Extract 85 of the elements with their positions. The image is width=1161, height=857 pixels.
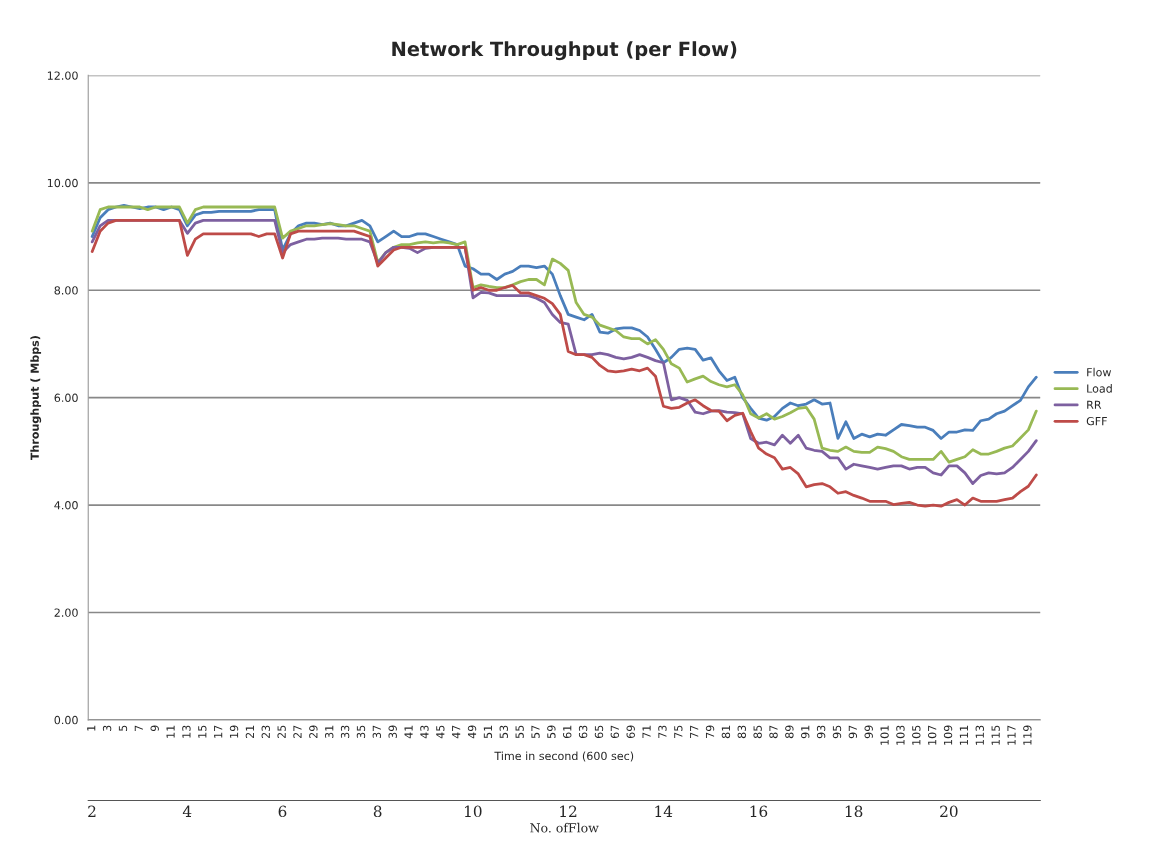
y-tick-label: 6.00: [54, 393, 78, 403]
x-tick-label: 69: [626, 725, 635, 739]
x-tick-label: 43: [420, 725, 429, 739]
x-tick-label: 41: [404, 725, 413, 739]
x-tick-label: 39: [388, 725, 397, 739]
x-tick-label: 35: [356, 725, 366, 739]
x-tick-label: 93: [816, 725, 826, 739]
x-tick-label: 3: [102, 725, 112, 731]
x-tick-label: 71: [642, 725, 651, 738]
x-tick-label: 85: [753, 725, 762, 739]
x-tick-label: 67: [610, 725, 620, 739]
x-tick-label: 51: [483, 725, 493, 739]
x-tick-label: 49: [467, 725, 477, 739]
x-tick-label: 83: [737, 725, 746, 739]
y-tick-label: 10.00: [47, 178, 78, 188]
x-tick-label: 33: [340, 725, 350, 739]
x-tick-label: 5: [118, 725, 128, 731]
x-tick-label: 87: [769, 725, 778, 739]
x-tick-label: 73: [658, 725, 667, 738]
x2-tick-label: 2: [88, 805, 96, 817]
x-tick-label: 11: [166, 725, 175, 738]
x-tick-label: 103: [896, 725, 905, 745]
x-tick-label: 119: [1023, 725, 1032, 745]
x-tick-label: 53: [499, 725, 508, 739]
x-tick-label: 9: [150, 725, 159, 732]
x-tick-label: 1: [87, 725, 96, 731]
x-tick-label: 65: [594, 725, 604, 739]
x-tick-label: 81: [721, 725, 731, 739]
x-tick-label: 115: [991, 725, 1000, 745]
x-tick-label: 45: [436, 725, 445, 739]
x-tick-label: 75: [674, 725, 683, 738]
x-tick-label: 77: [690, 725, 699, 738]
y-tick-label: 8.00: [54, 286, 78, 295]
x-tick-label: 61: [563, 725, 572, 739]
x2-axis-title: No. ofFlow: [530, 822, 599, 833]
x2-tick-label: 16: [750, 805, 768, 818]
x-tick-label: 109: [943, 725, 953, 745]
x-tick-label: 59: [547, 725, 556, 739]
y-axis-title: Throughput ( Mbps): [30, 336, 42, 461]
x-tick-label: 37: [372, 725, 382, 739]
x-tick-label: 101: [880, 725, 889, 745]
x-tick-label: 107: [927, 725, 937, 745]
legend-label: GFF: [1086, 416, 1107, 426]
legend-label: RR: [1087, 400, 1102, 409]
x-tick-label: 13: [182, 725, 191, 738]
x-tick-label: 23: [261, 725, 270, 739]
x-tick-label: 89: [785, 725, 794, 739]
x-tick-label: 63: [578, 725, 588, 739]
x-tick-label: 55: [515, 725, 524, 739]
x-tick-label: 97: [848, 725, 858, 739]
y-tick-label: 4.00: [54, 501, 78, 510]
x-tick-label: 117: [1007, 725, 1016, 745]
x-tick-label: 99: [864, 725, 873, 739]
y-tick-label: 12.00: [47, 71, 78, 80]
y-tick-label: 0.00: [54, 715, 78, 725]
legend-label: Flow: [1087, 367, 1112, 377]
chart-title: Network Throughput (per Flow): [392, 41, 737, 61]
x-tick-label: 17: [214, 725, 223, 738]
x-tick-label: 47: [452, 725, 461, 739]
x-tick-label: 21: [245, 725, 254, 739]
legend-label: Load: [1087, 384, 1112, 393]
x2-tick-label: 20: [940, 805, 958, 818]
x-tick-label: 57: [531, 725, 540, 739]
x2-tick-label: 4: [182, 805, 192, 817]
x-tick-label: 19: [229, 725, 239, 738]
x2-tick-label: 6: [278, 805, 287, 818]
x2-tick-label: 14: [655, 805, 673, 817]
x-tick-label: 31: [325, 725, 334, 739]
x2-tick-label: 8: [373, 805, 382, 818]
x-tick-label: 15: [198, 725, 207, 738]
x-tick-label: 113: [975, 725, 984, 745]
x-tick-label: 95: [832, 725, 842, 739]
x-tick-label: 91: [801, 725, 810, 739]
x-axis-title: Time in second (600 sec): [494, 751, 634, 762]
y-tick-label: 2.00: [54, 608, 78, 617]
x-tick-label: 29: [309, 725, 318, 739]
x2-tick-label: 12: [560, 805, 577, 817]
x-tick-label: 111: [959, 725, 968, 745]
x-tick-label: 27: [293, 725, 302, 739]
x-tick-label: 105: [912, 725, 921, 745]
x-tick-label: 25: [277, 725, 286, 739]
x-tick-label: 7: [134, 725, 143, 731]
x2-tick-label: 10: [465, 805, 482, 818]
x-tick-label: 79: [705, 725, 715, 738]
x2-tick-label: 18: [845, 805, 863, 818]
